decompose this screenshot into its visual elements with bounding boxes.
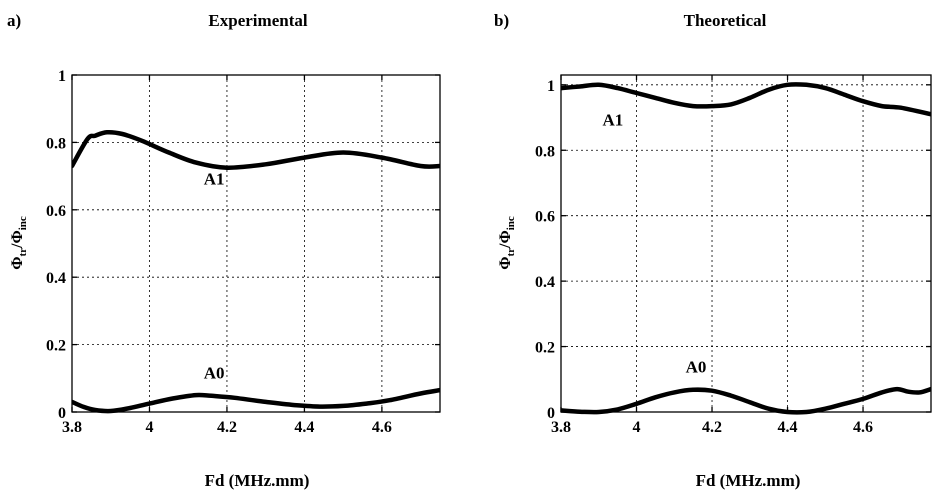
- series-line-a1: [561, 82, 931, 117]
- chart-panel-a: a) Experimental 3.8 4 4.2 4.4 4.6 0 0.2 0.4 0.6 0.8…: [7, 11, 441, 490]
- y-axis-label-part: inc: [17, 216, 29, 230]
- plot-frame: [71, 74, 441, 413]
- x-axis-label: Fd (MHz.mm): [205, 471, 310, 490]
- y-tick-label: 0.4: [535, 274, 555, 291]
- x-tick-label: 4.2: [702, 419, 722, 436]
- y-tick-label: 0.2: [535, 340, 555, 357]
- y-axis-label-part: inc: [505, 216, 517, 230]
- x-tick-label: 4.2: [217, 419, 237, 436]
- y-axis-label-part: Φ: [9, 257, 26, 270]
- plot-frame: [560, 74, 932, 413]
- series-line-a0: [561, 386, 931, 415]
- y-tick-label: 0.2: [46, 338, 66, 355]
- panel-letter: a): [7, 11, 21, 30]
- y-axis-label-part: Φ: [497, 257, 514, 270]
- series-label-a1: A1: [204, 170, 225, 189]
- y-tick-label: 0.6: [535, 209, 555, 226]
- x-tick-label: 4.6: [853, 419, 873, 436]
- x-tick-label: 3.8: [551, 419, 571, 436]
- y-axis-label-part: /Φ: [9, 230, 26, 249]
- series-label-a0: A0: [686, 358, 707, 377]
- chart-panel-b: b) Theoretical 3.8 4 4.2 4.4 4.6 0 0.2 0.4 0.6 0.8 1…: [494, 11, 932, 490]
- x-tick-label: 4.4: [778, 419, 798, 436]
- panel-letter: b): [494, 11, 509, 30]
- series-line-a0: [72, 387, 440, 414]
- y-tick-label: 0.4: [46, 270, 66, 287]
- x-tick-label: 4: [633, 419, 641, 436]
- y-axis-label-part: /Φ: [497, 230, 514, 249]
- y-axis-label-part: tr: [17, 248, 29, 257]
- y-axis-label: Φtr/Φinc: [497, 216, 517, 270]
- series-line-a1: [72, 129, 440, 170]
- x-tick-label: 3.8: [62, 419, 82, 436]
- chart-title: Theoretical: [684, 11, 767, 30]
- x-tick-label: 4.6: [372, 419, 392, 436]
- y-tick-label: 0: [58, 405, 66, 422]
- x-axis-label: Fd (MHz.mm): [696, 471, 801, 490]
- series-label-a0: A0: [204, 363, 225, 382]
- y-tick-label: 1: [547, 78, 555, 95]
- y-tick-label: 0.8: [46, 135, 66, 152]
- y-tick-label: 0.6: [46, 203, 66, 220]
- y-tick-label: 0: [547, 405, 555, 422]
- series-label-a1: A1: [603, 111, 624, 130]
- chart-title: Experimental: [208, 11, 307, 30]
- y-tick-label: 1: [58, 68, 66, 85]
- y-tick-label: 0.8: [535, 143, 555, 160]
- y-axis-label: Φtr/Φinc: [9, 216, 29, 270]
- x-tick-label: 4.4: [294, 419, 314, 436]
- y-axis-label-part: tr: [505, 248, 517, 257]
- x-tick-label: 4: [145, 419, 153, 436]
